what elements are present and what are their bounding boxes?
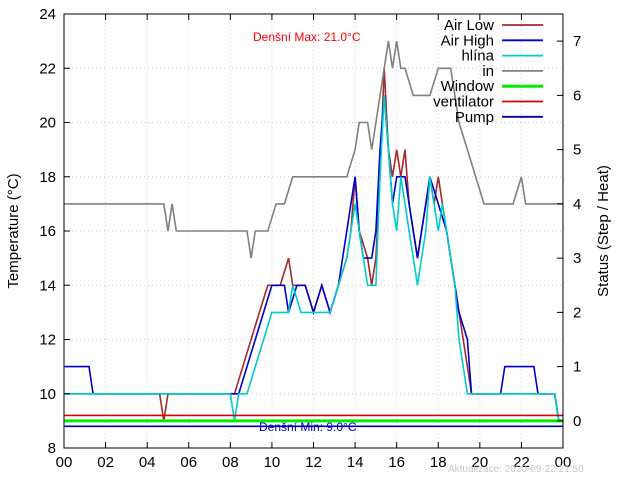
x-tick-label: 18 <box>430 454 447 471</box>
legend-label: Air High <box>441 32 494 49</box>
y-tick-label: 10 <box>39 386 56 403</box>
x-tick-label: 16 <box>388 454 405 471</box>
y-tick-label: 8 <box>48 440 56 457</box>
legend-label: ventilator <box>433 94 494 111</box>
y2-tick-label: 0 <box>573 413 581 430</box>
x-tick-label: 06 <box>180 454 197 471</box>
y-tick-label: 18 <box>39 169 56 186</box>
y-tick-label: 16 <box>39 223 56 240</box>
legend-label: hlína <box>461 48 494 65</box>
x-tick-label: 02 <box>97 454 114 471</box>
y-tick-label: 20 <box>39 115 56 132</box>
y-axis-title: Temperature (°C) <box>5 173 22 288</box>
series-lines <box>64 40 563 428</box>
legend-label: Pump <box>455 109 494 126</box>
x-tick-label: 08 <box>222 454 239 471</box>
x-tick-label: 14 <box>347 454 364 471</box>
y2-tick-label: 2 <box>573 304 581 321</box>
x-tick-label: 12 <box>305 454 322 471</box>
x-tick-label: 00 <box>555 454 572 471</box>
y2-tick-label: 6 <box>573 87 581 104</box>
y2-tick-label: 3 <box>573 250 581 267</box>
x-tick-label: 00 <box>56 454 73 471</box>
y2-tick-label: 5 <box>573 142 581 159</box>
y-tick-label: 24 <box>39 6 56 23</box>
update-timestamp: Aktualizace: 2020-09-22 21:50 <box>448 464 584 475</box>
x-tick-label: 20 <box>471 454 488 471</box>
legend-label: Window <box>441 78 495 95</box>
y-tick-label: 22 <box>39 60 56 77</box>
legend-label: in <box>482 63 494 80</box>
series-line-in <box>64 40 563 259</box>
y2-axis-title: Status (Step / Heat) <box>595 165 612 297</box>
series-line-air-high <box>64 95 560 422</box>
daily-min-annotation: Denšní Min: 9.0°C <box>259 420 357 434</box>
y2-tick-label: 4 <box>573 196 581 213</box>
x-tick-label: 22 <box>513 454 530 471</box>
series-line-hl-na <box>64 95 560 422</box>
legend-label: Air Low <box>444 17 494 34</box>
daily-max-annotation: Denšní Max: 21.0°C <box>253 30 361 44</box>
x-tick-label: 04 <box>139 454 156 471</box>
axis-ticks: 00 02 04 06 08 10 12 14 16 18 20 22 0081012141618202… <box>39 6 581 471</box>
y-tick-label: 12 <box>39 332 56 349</box>
y2-tick-label: 7 <box>573 33 581 50</box>
y-tick-label: 14 <box>39 277 56 294</box>
x-tick-label: 10 <box>264 454 281 471</box>
y2-tick-label: 1 <box>573 359 581 376</box>
